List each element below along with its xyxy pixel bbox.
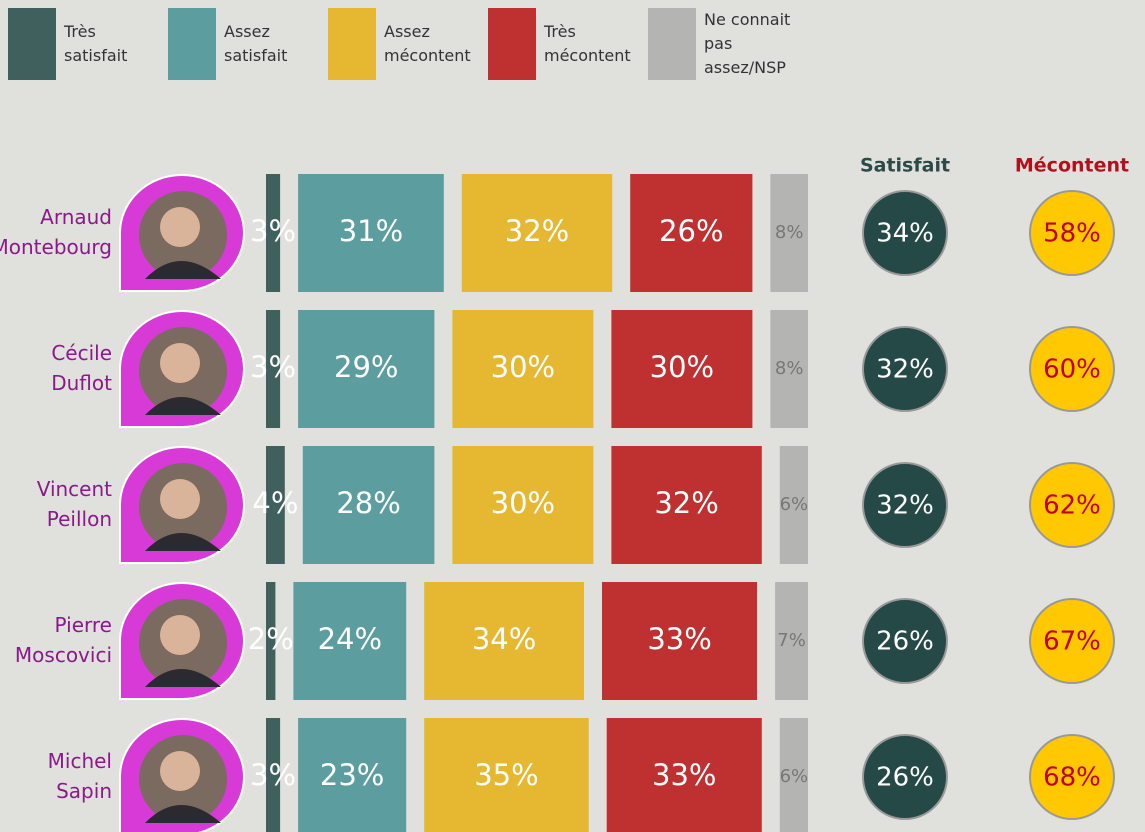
legend-swatch [8, 8, 56, 80]
text-line: Ne connait [704, 10, 790, 29]
value-label: 30% [491, 350, 555, 384]
text-line: pas [704, 34, 732, 53]
text-line: Très [543, 22, 576, 41]
legend-label: Très satisfait [63, 22, 127, 65]
value-label: 4% [252, 486, 298, 520]
legend-swatch [648, 8, 696, 80]
legend-swatch [488, 8, 536, 80]
category-label: Arnaud Montebourg [0, 205, 112, 259]
value-label: 8% [775, 222, 804, 243]
value-label: 8% [775, 358, 804, 379]
text-line: Moscovici [15, 643, 112, 667]
value-label: 6% [780, 766, 809, 787]
value-label: 32% [654, 486, 718, 520]
text-line: satisfait [224, 46, 287, 65]
total-label: 62% [1043, 491, 1101, 521]
portrait-face [160, 207, 200, 247]
total-label: 60% [1043, 355, 1101, 385]
text-line: Michel [48, 749, 112, 773]
text-line: assez/NSP [704, 58, 786, 77]
value-label: 26% [659, 214, 723, 248]
legend-swatch [168, 8, 216, 80]
category-label: Cécile Duflot [51, 341, 112, 395]
page: Très satisfait Assez satisfait Assez méconten… [0, 0, 1145, 832]
value-label: 7% [777, 630, 806, 651]
text-line: satisfait [64, 46, 127, 65]
category-label: Vincent Peillon [37, 477, 112, 531]
value-label: 33% [652, 758, 716, 792]
total-label: 67% [1043, 627, 1101, 657]
value-label: 35% [474, 758, 538, 792]
value-label: 34% [472, 622, 536, 656]
total-label: 26% [876, 763, 934, 793]
value-label: 33% [647, 622, 711, 656]
category-label: Pierre Moscovici [15, 613, 112, 667]
total-label: 58% [1043, 219, 1101, 249]
text-line: Assez [224, 22, 270, 41]
total-label: 32% [876, 491, 934, 521]
legend-label: Très mécontent [543, 22, 631, 65]
value-label: 3% [250, 214, 296, 248]
column-header: Satisfait [860, 155, 950, 177]
value-label: 24% [318, 622, 382, 656]
value-label: 31% [339, 214, 403, 248]
text-line: Cécile [51, 341, 112, 365]
text-line: Montebourg [0, 235, 112, 259]
legend-swatch [328, 8, 376, 80]
chart: Très satisfait Assez satisfait Assez méconten… [0, 0, 1145, 832]
portrait-face [160, 479, 200, 519]
legend-label: Assez mécontent [384, 22, 471, 65]
text-line: Sapin [56, 779, 112, 803]
category-label: Michel Sapin [48, 749, 112, 803]
text-line: Arnaud [40, 205, 112, 229]
value-label: 6% [780, 494, 809, 515]
text-line: Duflot [51, 371, 112, 395]
value-label: 3% [250, 758, 296, 792]
value-label: 30% [650, 350, 714, 384]
value-label: 32% [505, 214, 569, 248]
value-label: 28% [336, 486, 400, 520]
column-header: Mécontent [1015, 155, 1129, 177]
value-label: 2% [248, 622, 294, 656]
total-label: 34% [876, 219, 934, 249]
portrait-face [160, 751, 200, 791]
value-label: 29% [334, 350, 398, 384]
text-line: Peillon [47, 507, 112, 531]
portrait-face [160, 343, 200, 383]
text-line: Pierre [55, 613, 112, 637]
total-label: 26% [876, 627, 934, 657]
total-label: 68% [1043, 763, 1101, 793]
legend-label: Assez satisfait [224, 22, 287, 65]
text-line: Assez [384, 22, 430, 41]
value-label: 3% [250, 350, 296, 384]
value-label: 23% [320, 758, 384, 792]
text-line: mécontent [384, 46, 471, 65]
text-line: mécontent [544, 46, 631, 65]
value-label: 30% [491, 486, 555, 520]
text-line: Très [63, 22, 96, 41]
legend-label: Ne connait pas assez/NSP [704, 10, 790, 77]
portrait-face [160, 615, 200, 655]
text-line: Vincent [37, 477, 112, 501]
total-label: 32% [876, 355, 934, 385]
